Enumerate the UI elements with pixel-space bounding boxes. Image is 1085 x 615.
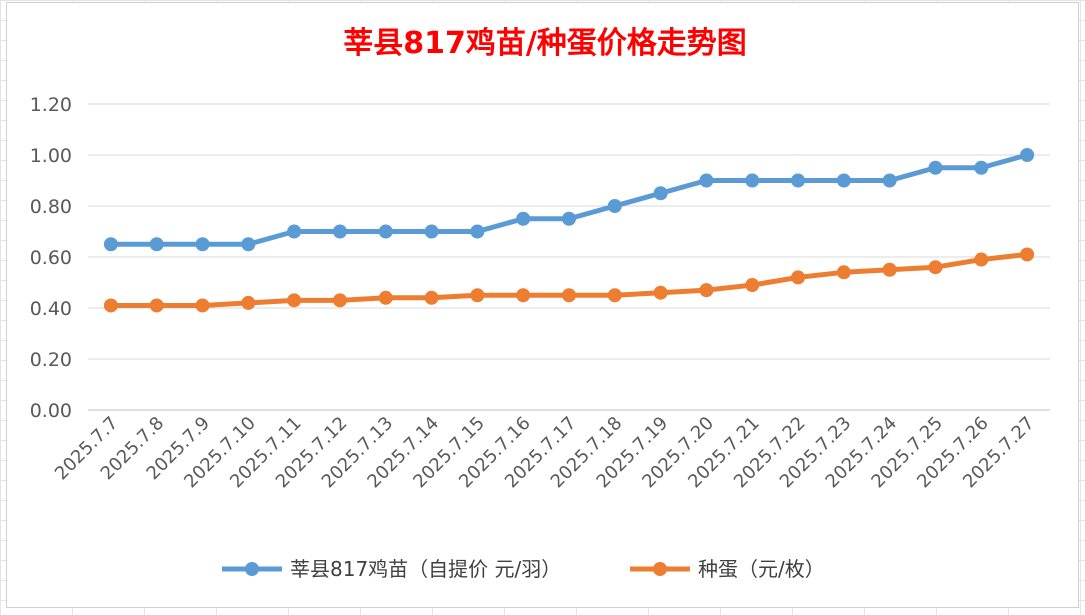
y-tick-label: 1.20 [30,94,72,116]
data-point-series-2[interactable] [103,298,118,313]
data-point-series-1[interactable] [332,224,347,239]
y-tick-label: 0.80 [30,196,72,218]
y-tick-label: 0.00 [30,400,72,422]
chart-title: 莘县817鸡苗/种蛋价格走势图 [343,26,747,61]
data-point-series-2[interactable] [378,290,393,305]
data-point-series-2[interactable] [745,278,760,293]
data-point-series-2[interactable] [424,290,439,305]
data-point-series-1[interactable] [745,173,760,188]
legend[interactable]: 莘县817鸡苗（自提价 元/羽） 种蛋（元/枚） [222,557,825,581]
data-point-series-1[interactable] [791,173,806,188]
series-line-1 [108,152,1030,247]
data-point-series-2[interactable] [699,283,714,298]
data-point-series-2[interactable] [149,298,164,313]
data-point-series-2[interactable] [470,288,485,303]
data-point-series-2[interactable] [195,298,210,313]
data-point-series-1[interactable] [836,173,851,188]
data-point-series-1[interactable] [653,186,668,201]
series-lines [103,148,1035,313]
legend-label-series-2: 种蛋（元/枚） [698,557,825,581]
data-point-series-1[interactable] [103,237,118,252]
data-point-series-1[interactable] [974,160,989,175]
legend-marker-series-2 [653,562,667,576]
x-axis-tick-labels: 2025.7.72025.7.82025.7.92025.7.102025.7.… [51,413,1039,493]
y-tick-label: 0.20 [30,349,72,371]
data-point-series-2[interactable] [928,260,943,275]
data-point-series-2[interactable] [974,252,989,267]
y-tick-label: 0.60 [30,247,72,269]
data-point-series-1[interactable] [287,224,302,239]
y-tick-label: 0.40 [30,298,72,320]
data-point-series-2[interactable] [882,262,897,277]
data-point-series-2[interactable] [607,288,622,303]
data-point-series-2[interactable] [836,265,851,280]
data-point-series-1[interactable] [241,237,256,252]
data-point-series-1[interactable] [149,237,164,252]
data-point-series-1[interactable] [516,211,531,226]
data-point-series-2[interactable] [516,288,531,303]
data-point-series-1[interactable] [470,224,485,239]
gridlines [88,103,1050,411]
data-point-series-1[interactable] [699,173,714,188]
data-point-series-2[interactable] [241,295,256,310]
data-point-series-1[interactable] [928,160,943,175]
data-point-series-2[interactable] [287,293,302,308]
data-point-series-1[interactable] [562,211,576,226]
data-point-series-2[interactable] [791,270,806,285]
legend-label-series-1: 莘县817鸡苗（自提价 元/羽） [290,557,561,581]
data-point-series-1[interactable] [195,237,210,252]
data-point-series-1[interactable] [882,173,897,188]
data-point-series-1[interactable] [607,199,622,213]
data-point-series-2[interactable] [1020,247,1035,262]
y-tick-label: 1.00 [30,145,72,167]
legend-marker-series-1 [245,562,259,576]
y-axis-tick-labels: 0.00 0.20 0.40 0.60 0.80 1.00 1.20 [30,94,72,422]
data-point-series-2[interactable] [562,288,576,303]
data-point-series-1[interactable] [378,224,393,239]
data-point-series-2[interactable] [653,285,668,300]
data-point-series-2[interactable] [332,293,347,308]
data-point-series-1[interactable] [424,224,439,239]
data-point-series-1[interactable] [1020,148,1035,162]
